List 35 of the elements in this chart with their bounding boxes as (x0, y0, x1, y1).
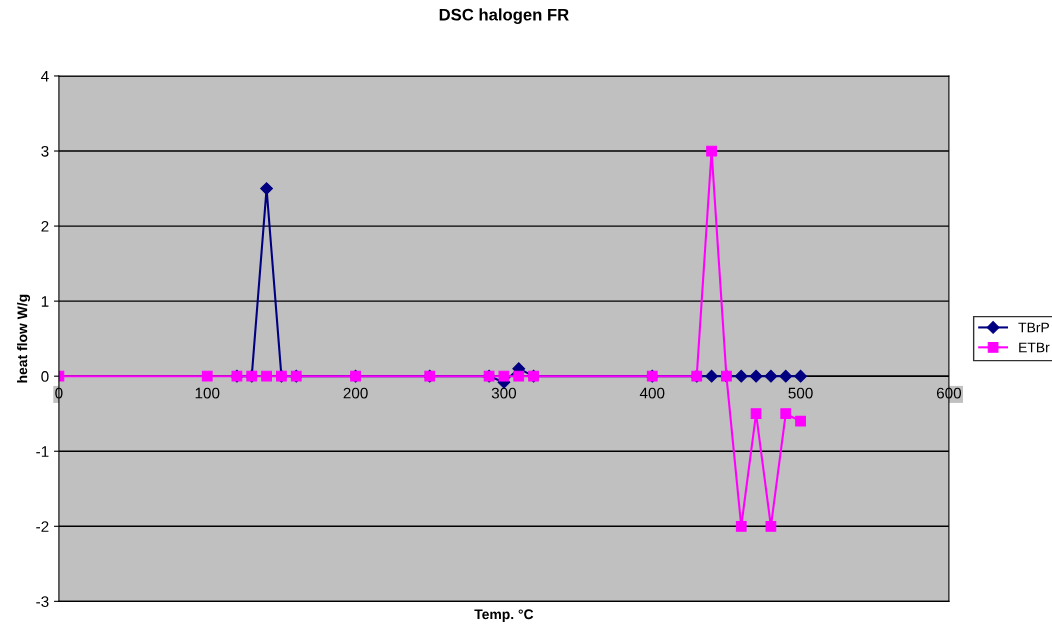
point (498, 370, 510, 382)
x-axis-title: Temp. °C (474, 609, 534, 622)
point (779, 369, 793, 383)
y-tick-label: -3 (36, 596, 49, 608)
y-tick-label: 4 (41, 70, 49, 82)
point (260, 182, 273, 195)
point (734, 369, 748, 383)
chart-title: DSC halogen FR (439, 8, 569, 24)
point (794, 369, 807, 383)
y-tick-label: 0 (41, 371, 49, 382)
y-tick-label: -1 (36, 446, 49, 457)
point (201, 370, 213, 382)
point (765, 520, 777, 532)
point (705, 369, 718, 383)
point (750, 408, 762, 420)
point (749, 369, 763, 383)
legend-label: TBrP (1018, 322, 1049, 333)
y-tick-label: 3 (41, 145, 49, 157)
point (513, 370, 525, 382)
point (261, 370, 272, 382)
point (795, 415, 806, 427)
legend-label: ETBr (1019, 342, 1050, 353)
x-tick-label: 100 (195, 387, 220, 399)
x-tick-label: 300 (491, 387, 517, 399)
y-tick-label: 1 (41, 296, 49, 307)
x-tick-label: 500 (788, 387, 813, 399)
y-tick-label: 2 (41, 220, 49, 232)
point (735, 520, 747, 532)
point (706, 145, 717, 157)
y-tick-label: -2 (36, 521, 49, 532)
x-tick-label: 200 (343, 387, 368, 399)
y-axis-title: heat flow W/g (17, 294, 31, 383)
point (780, 408, 792, 420)
x-tick-label: 400 (639, 387, 665, 399)
point (764, 369, 778, 383)
